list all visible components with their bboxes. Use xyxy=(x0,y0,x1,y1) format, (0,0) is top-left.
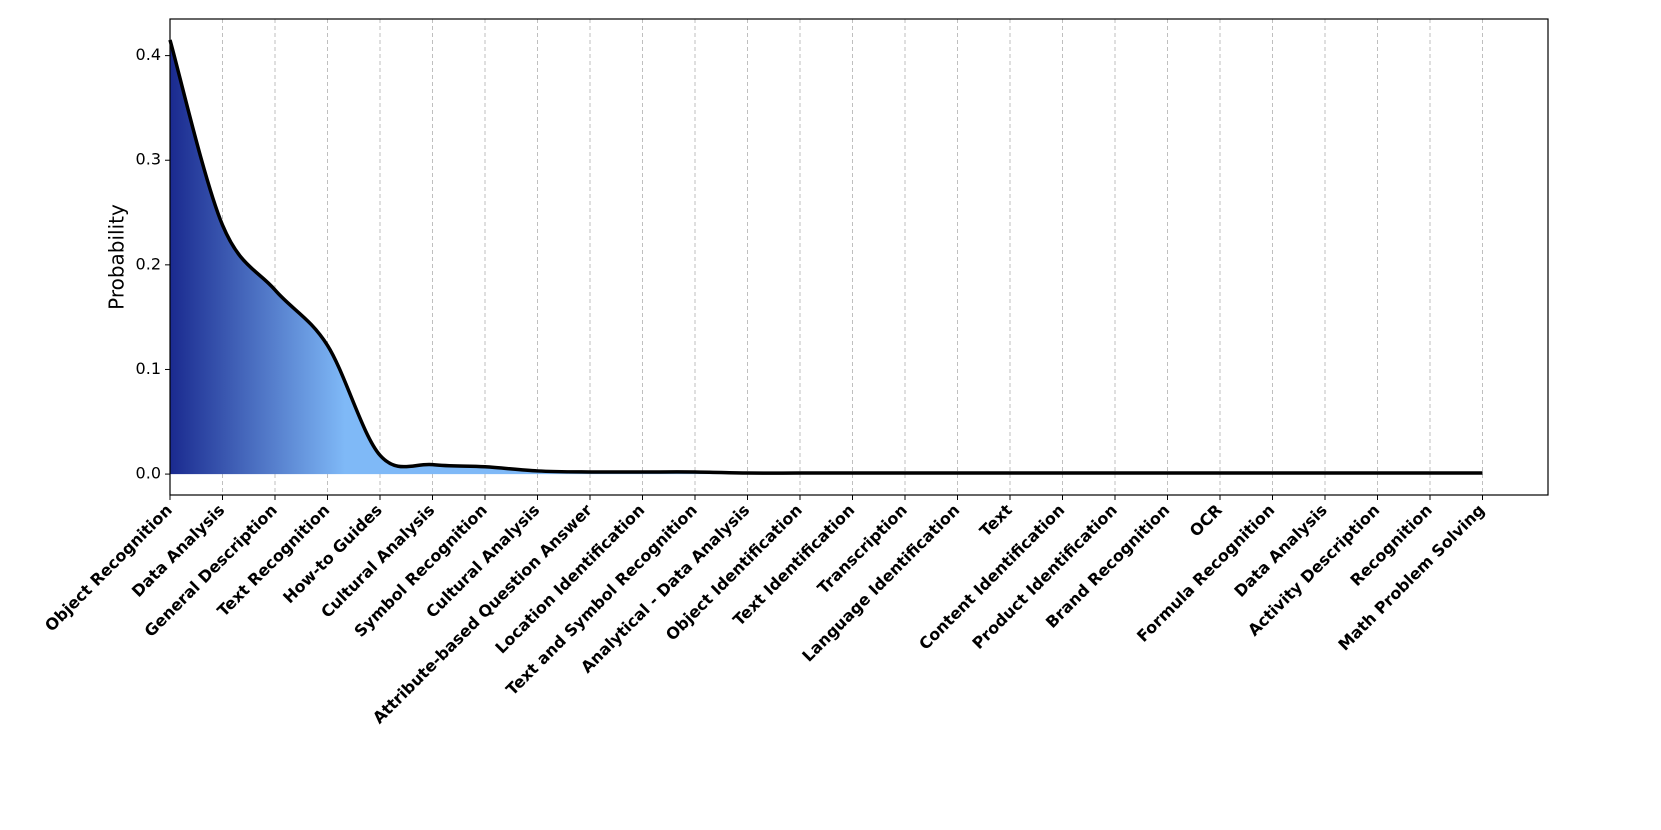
area xyxy=(170,39,1483,475)
y-axis-label: Probability xyxy=(105,204,129,310)
x-tick-label: Text and Symbol Recognition xyxy=(502,500,701,699)
x-tick-label: Text xyxy=(976,500,1016,540)
x-tick-label: How-to Guides xyxy=(279,500,386,607)
y-tick-label: 0.3 xyxy=(136,150,161,169)
y-tick-label: 0.0 xyxy=(136,464,161,483)
x-tick-label: Transcription xyxy=(814,500,911,597)
y-tick-label: 0.4 xyxy=(136,45,161,64)
x-tick-label: Data Analysis xyxy=(1230,500,1330,600)
x-tick-label: Data Analysis xyxy=(128,500,228,600)
plot-frame xyxy=(169,18,1549,496)
line xyxy=(168,39,1483,475)
y-tick-label: 0.1 xyxy=(136,359,161,378)
y-tick-label: 0.2 xyxy=(136,254,161,273)
x-tick-label: OCR xyxy=(1186,500,1226,540)
